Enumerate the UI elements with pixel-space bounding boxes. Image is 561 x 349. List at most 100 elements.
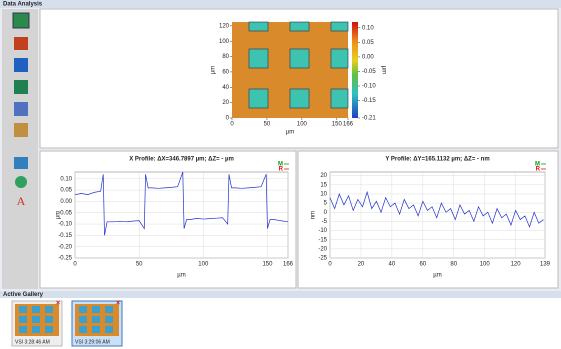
- x-tick-label: 80: [450, 262, 457, 268]
- x-tick-label: 166: [283, 262, 294, 268]
- colorbar-tick-label: 0.10: [362, 25, 374, 31]
- tool-icon[interactable]: [14, 102, 28, 116]
- thumbnail-close[interactable]: ×: [56, 300, 60, 307]
- y-tick-label: -5: [322, 219, 328, 225]
- y-axis-label: µm: [56, 211, 62, 219]
- y-tick-label: 20: [320, 173, 327, 179]
- x-axis-label: µm: [286, 130, 294, 136]
- legend-label: R: [536, 167, 541, 173]
- map-pillar: [331, 89, 348, 108]
- thumbnail-pillar: [92, 306, 100, 313]
- tool-icon[interactable]: [14, 157, 28, 169]
- x-axis-label: µm: [177, 273, 185, 279]
- plot-area: [75, 172, 288, 258]
- thumbnail-pillar: [45, 326, 53, 333]
- thumbnail-close[interactable]: ×: [116, 300, 120, 307]
- x-tick-label: 100: [297, 122, 308, 128]
- map-pillar: [331, 49, 348, 68]
- map-pillar: [249, 22, 268, 31]
- map-pillar: [249, 89, 268, 108]
- x-tick-label: 100: [480, 262, 491, 268]
- y-tick-label: -20: [318, 246, 327, 252]
- thumbnail-pillar: [79, 326, 87, 333]
- y-tick-label: 100: [219, 39, 230, 45]
- colorbar-tick-label: -0.10: [362, 84, 376, 90]
- y-tick-label: -0.25: [58, 256, 72, 262]
- app-window: Data Analysis A Active Gallery 050100150…: [0, 0, 561, 349]
- tool-icon[interactable]: [14, 123, 28, 137]
- gallery-bar: [0, 291, 561, 298]
- tool-icon[interactable]: [14, 37, 28, 50]
- x-axis-label: µm: [433, 273, 441, 279]
- thumbnail-pillar: [79, 316, 87, 323]
- y-tick-label: 120: [219, 23, 230, 29]
- x-tick-label: 20: [358, 262, 365, 268]
- colorbar-tick-label: -0.21: [362, 116, 376, 122]
- x-tick-label: 120: [511, 262, 522, 268]
- x-tick-label: 60: [419, 262, 426, 268]
- thumbnail-label: VSI 3:29:06 AM: [75, 339, 110, 345]
- y-tick-label: 0.05: [60, 188, 72, 194]
- tool-icon[interactable]: [14, 80, 28, 94]
- chart-title: Y Profile: ΔY=165.1132 µm; ΔZ= - nm: [385, 157, 489, 163]
- y-tick-label: -10: [318, 228, 327, 234]
- x-tick-label: 50: [136, 262, 143, 268]
- tool-icon[interactable]: [13, 13, 29, 28]
- colorbar-tick-label: 0.00: [362, 54, 374, 60]
- tool-icon[interactable]: [14, 58, 28, 72]
- y-tick-label: 0.00: [60, 199, 72, 205]
- thumbnail-pillar: [19, 326, 27, 333]
- x-tick-label: 139: [540, 262, 551, 268]
- y-tick-label: 80: [222, 54, 229, 60]
- thumbnail-pillar: [45, 306, 53, 313]
- colorbar-tick-label: -0.05: [362, 69, 376, 75]
- y-tick-label: 0.10: [60, 176, 72, 182]
- map-pillar: [290, 49, 309, 68]
- chart-title: X Profile: ΔX=346.7897 µm; ΔZ= - µm: [129, 157, 234, 163]
- toolbar: [2, 9, 38, 289]
- y-axis-label: nm: [311, 211, 317, 219]
- thumbnail-pillar: [92, 326, 100, 333]
- thumbnail-pillar: [19, 306, 27, 313]
- thumbnail-pillar: [105, 306, 113, 313]
- colorbar-tick-label: 0.05: [362, 40, 374, 46]
- title-bar: [0, 0, 561, 8]
- legend-label: R: [279, 167, 284, 173]
- thumbnail-pillar: [32, 316, 40, 323]
- y-tick-label: -15: [318, 237, 327, 243]
- thumbnail-pillar: [92, 316, 100, 323]
- y-tick-label: -0.15: [58, 233, 72, 239]
- x-tick-label: 150: [332, 122, 343, 128]
- x-tick-label: 166: [343, 122, 354, 128]
- x-tick-label: 150: [262, 262, 273, 268]
- window-title: Data Analysis: [3, 2, 43, 8]
- y-tick-label: -0.20: [58, 244, 72, 250]
- y-tick-label: 20: [222, 100, 229, 106]
- tool-text-icon[interactable]: A: [17, 194, 26, 208]
- thumbnail-pillar: [19, 316, 27, 323]
- y-tick-label: 40: [222, 85, 229, 91]
- thumbnail-label: VSI 3:28:46 AM: [15, 339, 50, 345]
- map-pillar: [290, 89, 309, 108]
- thumbnail-pillar: [32, 326, 40, 333]
- gallery-title: Active Gallery: [3, 292, 44, 298]
- y-tick-label: 60: [222, 69, 229, 75]
- map-pillar: [331, 22, 348, 31]
- colorbar-tick-label: -0.15: [362, 98, 376, 104]
- thumbnail-pillar: [105, 316, 113, 323]
- y-tick-label: 10: [320, 192, 327, 198]
- thumbnail-pillar: [79, 306, 87, 313]
- thumbnail-pillar: [45, 316, 53, 323]
- y-tick-label: -25: [318, 256, 327, 262]
- colorbar: [352, 22, 358, 118]
- map-pillar: [249, 49, 268, 68]
- y-tick-label: -0.10: [58, 222, 72, 228]
- tool-icon[interactable]: [15, 176, 27, 188]
- x-tick-label: 50: [264, 122, 271, 128]
- thumbnail-pillar: [105, 326, 113, 333]
- y-tick-label: 15: [320, 182, 327, 188]
- map-pillar: [290, 22, 309, 31]
- x-tick-label: 100: [198, 262, 209, 268]
- height-map-image: [232, 22, 348, 118]
- x-tick-label: 40: [389, 262, 396, 268]
